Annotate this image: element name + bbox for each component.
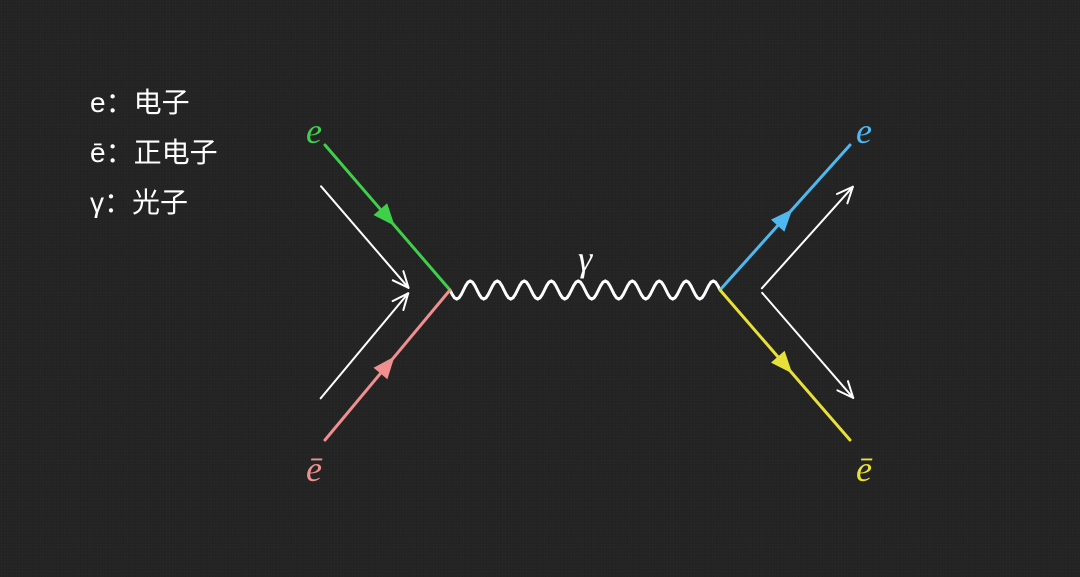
photon-label: γ (578, 238, 592, 280)
out-electron-label: e (856, 110, 872, 152)
out-positron-label: ē (856, 448, 872, 490)
legend-separator: ： (104, 187, 132, 218)
legend-symbol: ē (90, 137, 106, 168)
legend-separator: ： (106, 87, 134, 118)
legend-separator: ： (106, 137, 134, 168)
legend-row: ē：正电子 (90, 128, 218, 178)
legend-symbol: e (90, 87, 106, 118)
legend-row: e：电子 (90, 78, 218, 128)
photon-propagator (450, 281, 720, 299)
legend-desc: 光子 (132, 187, 188, 218)
legend-desc: 电子 (134, 87, 190, 118)
legend-desc: 正电子 (134, 137, 218, 168)
in-electron-label: e (306, 110, 322, 152)
legend-box: e：电子ē：正电子γ：光子 (90, 78, 218, 228)
legend-row: γ：光子 (90, 178, 218, 228)
in-positron-label: ē (306, 448, 322, 490)
legend-symbol: γ (90, 187, 104, 218)
